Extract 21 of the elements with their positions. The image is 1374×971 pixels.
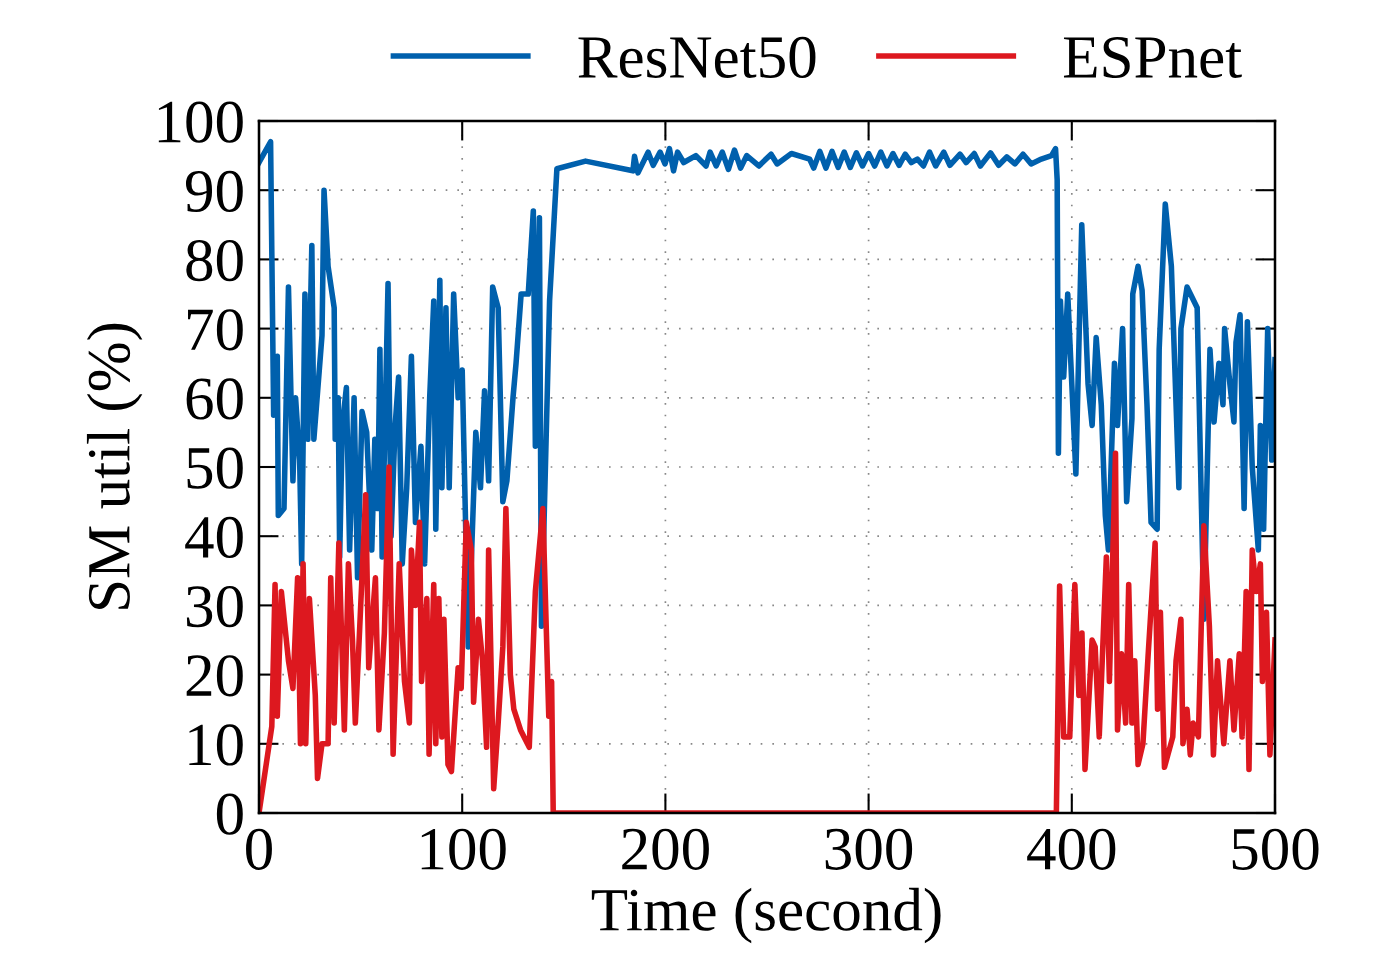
x-tick-label: 400 <box>1027 828 1116 870</box>
y-tick-label: 0 <box>216 793 243 835</box>
y-tick-label: 90 <box>185 170 243 212</box>
x-tick-label: 200 <box>622 828 709 870</box>
y-tick-label: 50 <box>187 447 243 489</box>
x-tick-label: 500 <box>1232 828 1319 870</box>
y-tick-label: 30 <box>186 585 243 628</box>
y-tick-label: 80 <box>186 239 243 282</box>
y-tick-label: 20 <box>186 655 243 697</box>
y-tick-label: 100 <box>158 101 243 143</box>
x-tick-label: 0 <box>246 828 272 870</box>
y-tick-label: 10 <box>189 724 243 766</box>
legend-label: ESPnet <box>1063 36 1242 79</box>
y-tick-label: 60 <box>186 378 243 420</box>
x-axis-title: Time (second) <box>591 887 941 944</box>
y-tick-label: 40 <box>185 516 243 558</box>
legend-label: ResNet50 <box>578 36 816 79</box>
x-tick-label: 100 <box>421 828 506 870</box>
y-axis-title: SM util (%) <box>86 323 143 609</box>
y-tick-label: 70 <box>188 309 243 351</box>
x-tick-label: 300 <box>825 828 913 870</box>
